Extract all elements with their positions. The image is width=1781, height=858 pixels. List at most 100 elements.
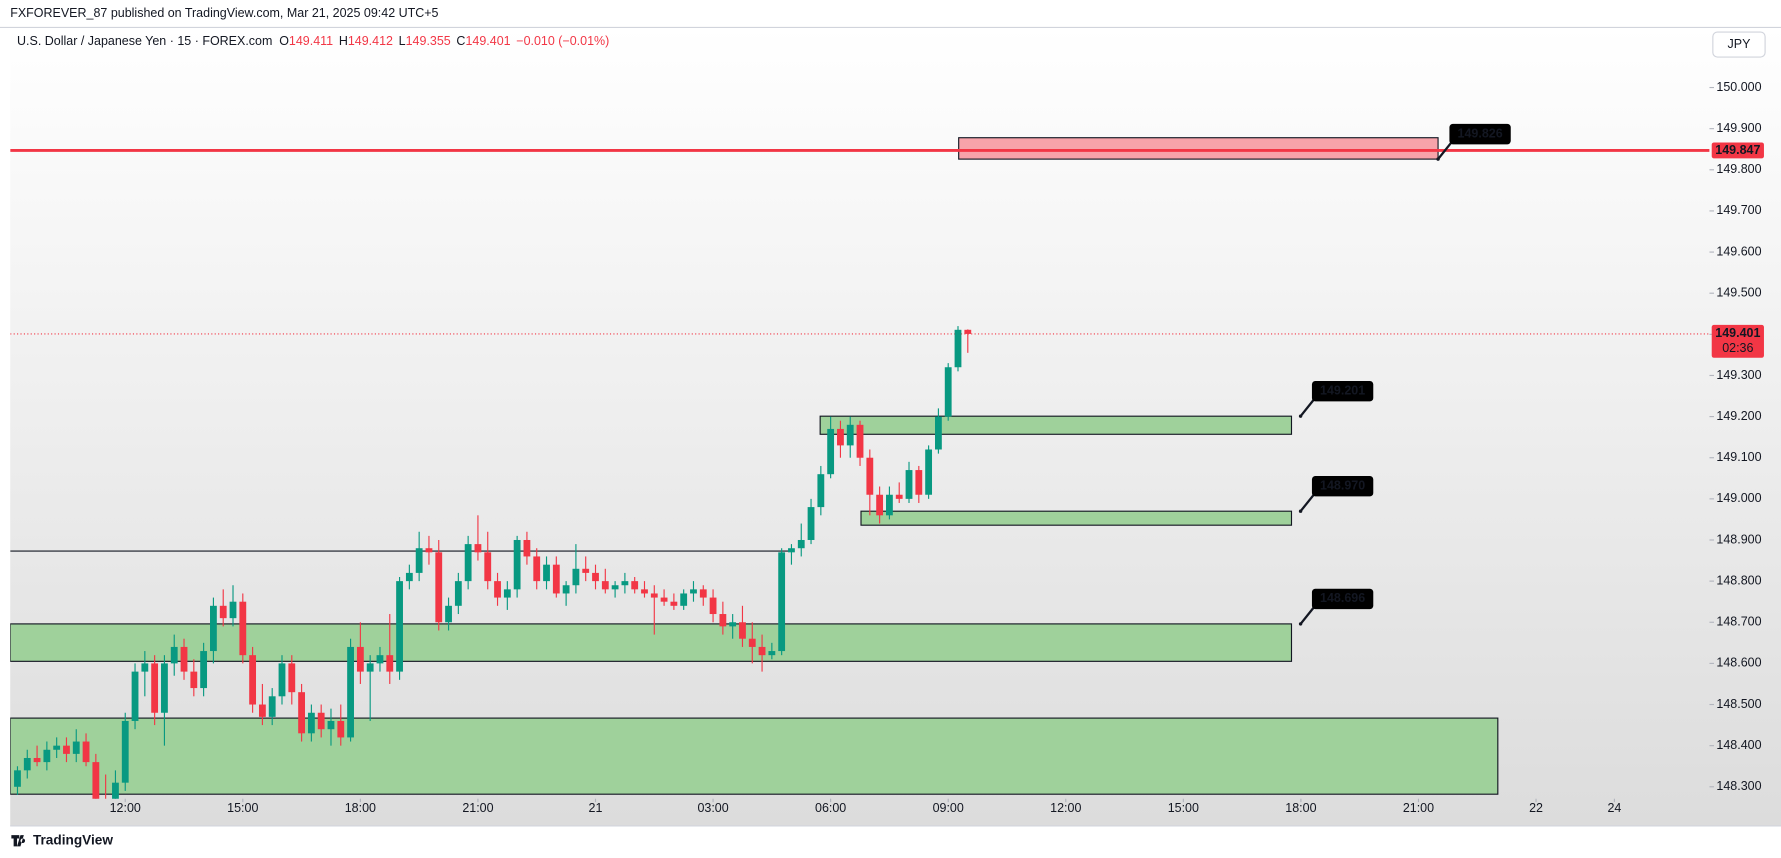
x-tick-label: 22 bbox=[1529, 801, 1543, 815]
candle-body bbox=[621, 581, 629, 586]
candle-body bbox=[709, 597, 717, 615]
candle-body bbox=[484, 552, 492, 582]
candle-body bbox=[307, 712, 315, 734]
candle-body bbox=[170, 646, 178, 664]
candle-body bbox=[690, 589, 697, 594]
candle-body bbox=[601, 581, 609, 590]
hline-axis-label: 149.847 bbox=[1715, 143, 1760, 157]
candle-body bbox=[239, 601, 247, 656]
callout-pointer bbox=[1299, 398, 1316, 417]
candle-body bbox=[210, 605, 217, 652]
legend-value: 149.401 bbox=[465, 35, 510, 49]
candle-body bbox=[631, 581, 639, 590]
zone bbox=[10, 623, 1293, 662]
legend-key: C bbox=[456, 35, 465, 49]
y-tick-label: 148.600 bbox=[1716, 656, 1761, 670]
y-tick-label: 150.000 bbox=[1716, 80, 1761, 94]
candle-body bbox=[474, 544, 482, 553]
y-tick-label: 148.400 bbox=[1716, 738, 1761, 752]
zone bbox=[10, 717, 1499, 795]
candle-body bbox=[298, 692, 305, 734]
legend-value: 149.355 bbox=[406, 35, 451, 49]
currency-label[interactable]: JPY bbox=[1728, 37, 1752, 51]
candle-body bbox=[572, 568, 580, 586]
candle-body bbox=[503, 589, 511, 598]
candle-body bbox=[582, 568, 590, 573]
candle-body bbox=[925, 449, 933, 495]
candle-body bbox=[396, 581, 403, 672]
y-tick-label: 149.700 bbox=[1716, 203, 1761, 217]
candle-body bbox=[915, 470, 923, 495]
candle-body bbox=[249, 655, 257, 705]
legend-value: 149.411 bbox=[289, 35, 333, 49]
callout-label: 148.970 bbox=[1320, 479, 1365, 493]
y-tick-label: 148.500 bbox=[1716, 697, 1761, 711]
candle-body bbox=[180, 646, 188, 672]
candle-body bbox=[954, 329, 962, 368]
candle-body bbox=[464, 544, 472, 582]
candle-body bbox=[670, 601, 678, 606]
y-tick-label: 149.200 bbox=[1716, 409, 1761, 423]
y-tick-label: 148.900 bbox=[1716, 532, 1761, 546]
zone bbox=[819, 415, 1293, 435]
callout-label: 148.696 bbox=[1320, 591, 1365, 605]
zone bbox=[958, 137, 1439, 160]
candle-body bbox=[650, 593, 658, 598]
x-tick-label: 12:00 bbox=[110, 801, 141, 815]
published-note: FXFOREVER_87 published on TradingView.co… bbox=[10, 6, 438, 20]
candle-body bbox=[151, 663, 159, 713]
candle-body bbox=[729, 622, 737, 627]
plot-area bbox=[10, 137, 1710, 799]
candle-body bbox=[552, 564, 560, 594]
candle-body bbox=[660, 597, 668, 602]
candle-body bbox=[680, 593, 688, 606]
callout-pointer bbox=[1437, 141, 1453, 160]
x-tick-label: 15:00 bbox=[1168, 801, 1199, 815]
price-axis-box bbox=[1711, 324, 1764, 358]
candle-body bbox=[405, 572, 413, 582]
candle-body bbox=[376, 655, 384, 664]
candle-body bbox=[886, 494, 893, 516]
candle-body bbox=[748, 638, 756, 647]
y-tick-label: 148.300 bbox=[1716, 779, 1761, 793]
candle-body bbox=[268, 696, 276, 717]
candle-body bbox=[161, 663, 168, 713]
candle-body bbox=[121, 720, 129, 783]
candle-body bbox=[827, 428, 835, 475]
candle-body bbox=[719, 614, 727, 627]
candle-body bbox=[415, 548, 423, 573]
y-tick-label: 149.300 bbox=[1716, 368, 1761, 382]
callout-pointer bbox=[1299, 606, 1316, 625]
candle-body bbox=[543, 564, 550, 582]
x-tick-label: 06:00 bbox=[815, 801, 846, 815]
candle-body bbox=[278, 663, 286, 697]
candle-body bbox=[347, 646, 354, 738]
zone bbox=[860, 510, 1293, 526]
candle-body bbox=[63, 745, 70, 754]
callout-label: 149.826 bbox=[1458, 126, 1503, 140]
currency-button[interactable] bbox=[1712, 31, 1766, 58]
candle-body bbox=[435, 552, 443, 623]
candle-body bbox=[846, 424, 854, 446]
candle-body bbox=[817, 474, 825, 508]
callout-box bbox=[1311, 588, 1374, 610]
brand: TradingView bbox=[33, 832, 113, 847]
price-axis-label: 149.401 bbox=[1715, 326, 1760, 340]
x-tick-label: 18:00 bbox=[1285, 801, 1316, 815]
candle-body bbox=[856, 424, 864, 458]
x-tick-label: 12:00 bbox=[1050, 801, 1081, 815]
legend-key: O bbox=[279, 35, 289, 49]
candle-body bbox=[866, 457, 874, 495]
callout-anchor bbox=[1298, 414, 1303, 418]
candle-body bbox=[758, 646, 766, 656]
candle-body bbox=[425, 548, 433, 553]
candle-body bbox=[219, 605, 227, 619]
x-tick-label: 21:00 bbox=[1403, 801, 1434, 815]
legend-change: −0.010 (−0.01%) bbox=[516, 35, 609, 49]
candle-body bbox=[112, 782, 119, 799]
x-tick-label: 18:00 bbox=[345, 801, 376, 815]
candle-body bbox=[454, 581, 462, 606]
y-tick-label: 149.000 bbox=[1716, 491, 1761, 505]
